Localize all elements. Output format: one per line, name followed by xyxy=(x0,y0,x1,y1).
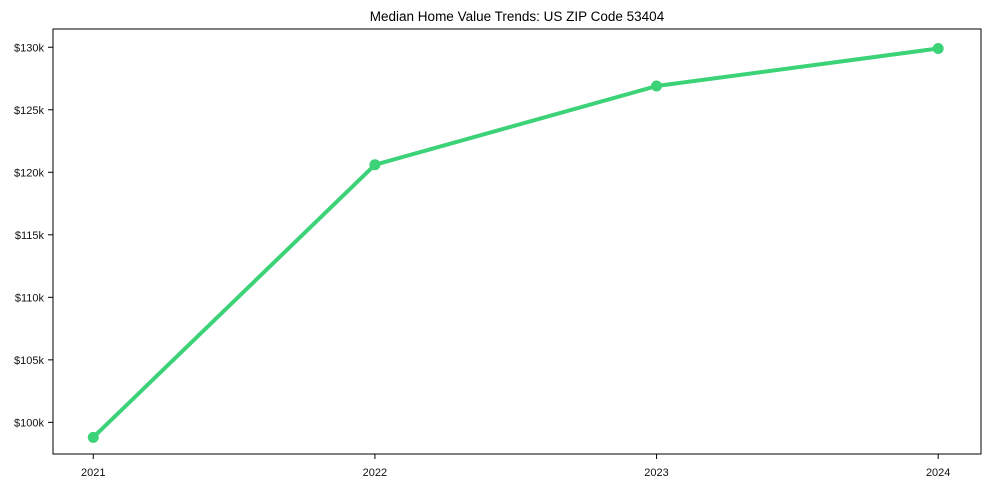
x-axis-tick-label: 2022 xyxy=(363,467,387,479)
x-axis-tick-label: 2024 xyxy=(926,467,950,479)
x-axis-tick-label: 2021 xyxy=(81,467,105,479)
y-axis-tick-label: $125k xyxy=(14,105,44,117)
chart-title: Median Home Value Trends: US ZIP Code 53… xyxy=(370,9,665,24)
data-point-marker-2022 xyxy=(369,159,381,171)
x-axis-tick-label: 2023 xyxy=(644,467,668,479)
data-point-marker-2023 xyxy=(651,80,663,92)
data-point-marker-2024 xyxy=(932,43,944,55)
y-axis-tick-label: $100k xyxy=(14,417,44,429)
y-axis-tick-label: $115k xyxy=(15,230,45,242)
data-point-marker-2021 xyxy=(87,431,99,443)
y-axis-tick-label: $120k xyxy=(14,167,44,179)
y-axis-tick-label: $110k xyxy=(15,292,45,304)
plot-area-border xyxy=(52,28,982,455)
y-axis-tick-label: $105k xyxy=(14,355,44,367)
trend-line xyxy=(91,46,941,440)
y-axis-tick-label: $130k xyxy=(14,42,44,54)
